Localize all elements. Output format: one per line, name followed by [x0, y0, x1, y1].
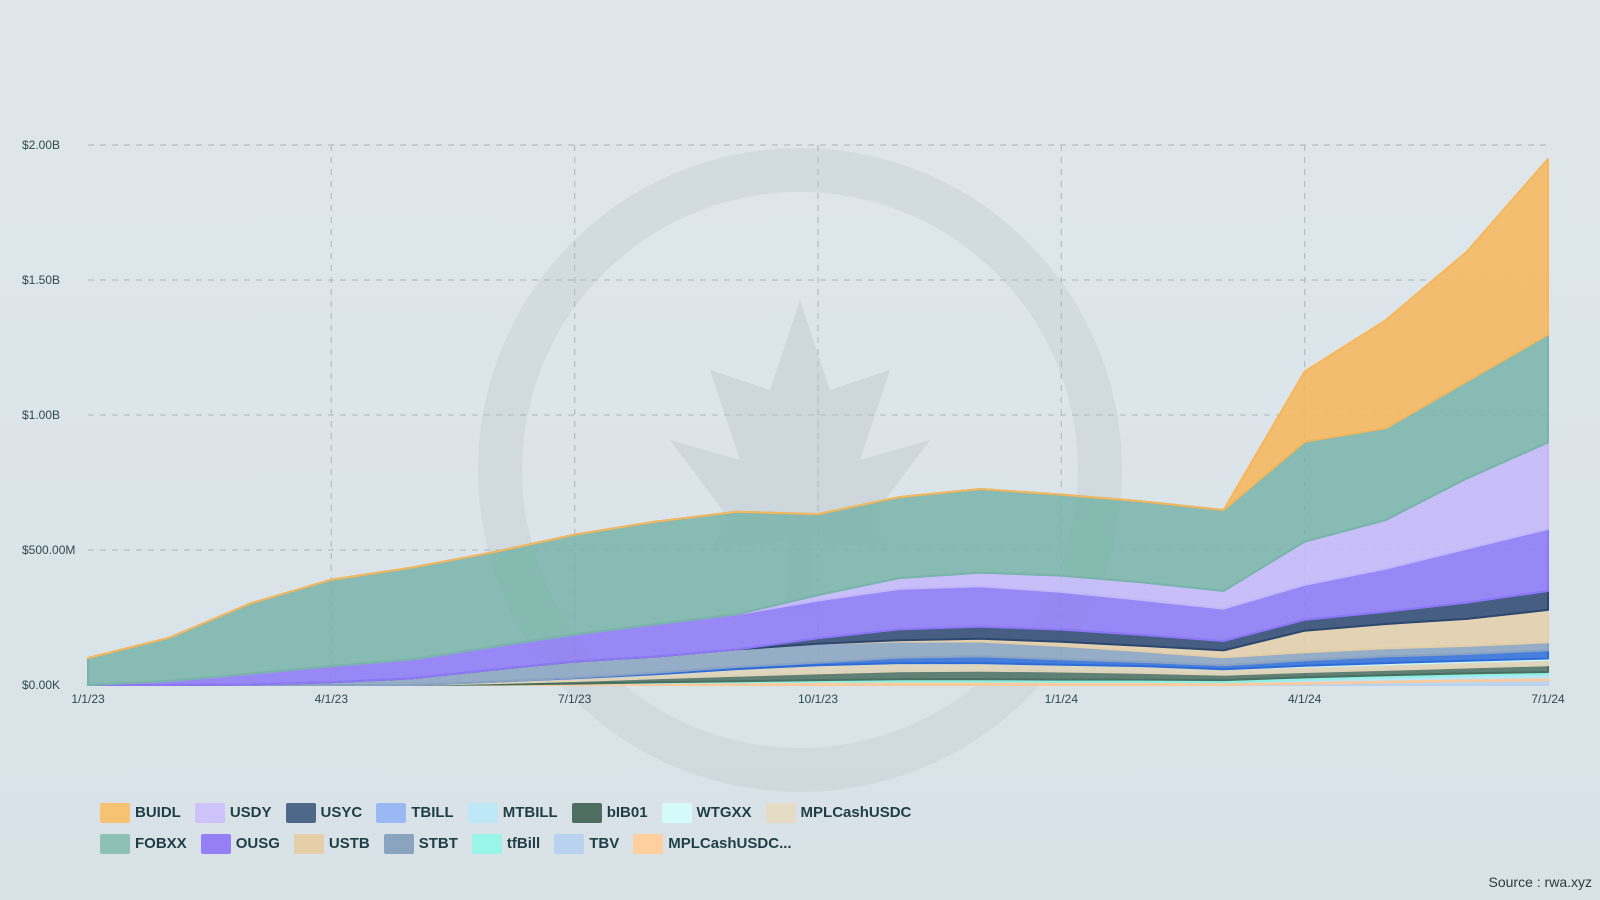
legend-label: MPLCashUSDC [800, 804, 912, 821]
y-tick-label: $500.00M [22, 543, 75, 557]
x-tick-label: 7/1/23 [558, 692, 592, 706]
legend-swatch [293, 833, 324, 854]
y-tick-label: $0.00K [22, 678, 60, 692]
legend-item: BUIDL [100, 802, 181, 823]
x-tick-label: 10/1/23 [798, 692, 838, 706]
legend-label: bIB01 [606, 804, 648, 821]
legend-swatch [100, 833, 130, 854]
x-tick-label: 7/1/24 [1531, 692, 1565, 706]
legend-label: USDY [229, 804, 272, 821]
legend-item: FOBXX [100, 833, 187, 854]
legend-label: STBT [418, 835, 458, 852]
y-tick-label: $2.00B [22, 138, 60, 152]
legend-swatch [383, 833, 414, 854]
source-label: Source : rwa.xyz [1488, 874, 1592, 890]
legend-label: MPLCashUSDC... [668, 835, 792, 852]
legend-label: USYC [320, 804, 363, 821]
legend-swatch [376, 802, 407, 823]
legend-swatch [633, 833, 664, 854]
legend-label: tfBill [506, 835, 541, 852]
legend-swatch [200, 833, 231, 854]
legend-item: USYC [285, 802, 363, 823]
legend-item: MTBILL [467, 802, 558, 823]
area-buidl [87, 158, 1549, 659]
legend-item: WTGXX [661, 802, 752, 823]
legend-label: WTGXX [696, 804, 752, 821]
legend-swatch [467, 802, 498, 823]
legend-row: BUIDL USDY USYC TBILL MTBILL bIB01 WTGXX MPLCas… [100, 797, 1000, 828]
x-tick-label: 4/1/24 [1288, 692, 1322, 706]
x-tick-label: 1/1/23 [71, 692, 105, 706]
legend-item: TBV [554, 833, 620, 854]
legend-swatch [100, 802, 130, 823]
legend-label: TBILL [411, 804, 454, 821]
x-tick-label: 1/1/24 [1045, 692, 1079, 706]
x-tick-label: 4/1/23 [315, 692, 349, 706]
legend-swatch [471, 833, 502, 854]
legend-item: MPLCashUSDC [765, 802, 912, 823]
legend-swatch [571, 802, 602, 823]
legend-swatch [285, 802, 316, 823]
legend-swatch [554, 833, 585, 854]
legend-item: USTB [293, 833, 370, 854]
legend-item: TBILL [376, 802, 454, 823]
chart-legend: BUIDL USDY USYC TBILL MTBILL bIB01 WTGXX MPLCas… [100, 797, 1000, 859]
legend-item: OUSG [200, 833, 280, 854]
legend-swatch [765, 802, 796, 823]
legend-label: OUSG [235, 835, 280, 852]
legend-item: bIB01 [571, 802, 648, 823]
legend-label: BUIDL [135, 804, 181, 821]
legend-item: USDY [194, 802, 272, 823]
legend-row: FOBXX OUSG USTB STBT tfBill TBV MPLCashUSDC... [100, 828, 1000, 859]
y-tick-label: $1.00B [22, 408, 60, 422]
legend-label: USTB [328, 835, 370, 852]
legend-label: MTBILL [502, 804, 558, 821]
legend-swatch [661, 802, 692, 823]
legend-item: tfBill [471, 833, 541, 854]
legend-label: TBV [589, 835, 620, 852]
legend-item: STBT [383, 833, 458, 854]
legend-label: FOBXX [135, 835, 187, 852]
legend-swatch [194, 802, 225, 823]
legend-item: MPLCashUSDC... [633, 833, 792, 854]
areas [87, 158, 1549, 686]
y-tick-label: $1.50B [22, 273, 60, 287]
